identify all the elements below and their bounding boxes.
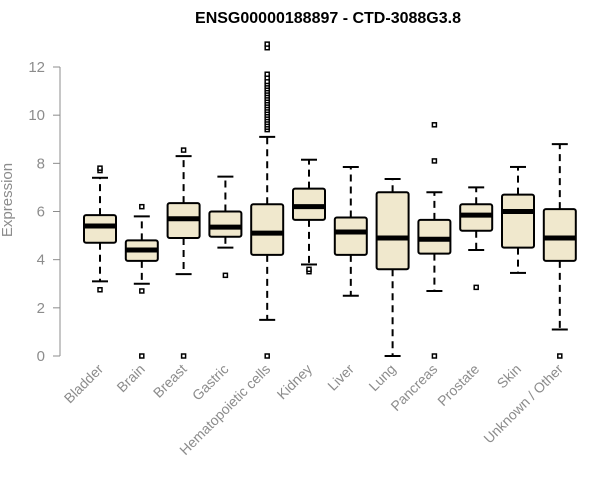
box-unknown-other — [542, 143, 577, 359]
x-tick-label: Kidney — [274, 361, 316, 403]
box-gastric — [208, 175, 243, 279]
box-pancreas — [417, 122, 452, 359]
box-iqr — [501, 193, 535, 249]
outlier-point — [180, 147, 187, 153]
x-tick-label: Breast — [150, 361, 190, 401]
outlier-point — [306, 266, 312, 273]
outlier-point — [431, 122, 438, 128]
x-tick-label: Bladder — [61, 361, 107, 407]
box-iqr — [250, 203, 285, 256]
x-tick-label: Skin — [494, 361, 525, 392]
outlier-point — [264, 41, 270, 47]
box-iqr — [375, 191, 410, 271]
box-hematopoietic-cells — [250, 41, 285, 359]
box-lung — [375, 177, 410, 357]
y-tick-label: 8 — [37, 155, 45, 172]
y-tick-label: 10 — [28, 107, 45, 124]
boxes — [83, 41, 577, 359]
y-tick-label: 2 — [37, 300, 45, 317]
outlier-point — [139, 203, 145, 210]
y-tick-label: 0 — [37, 348, 45, 365]
x-tick-label: Unknown / Other — [480, 361, 566, 447]
outlier-point — [264, 353, 270, 359]
box-brain — [124, 203, 159, 359]
y-axis: 0 2 4 6 8 10 12 — [28, 59, 61, 365]
box-iqr — [333, 216, 368, 256]
outlier-point — [97, 287, 103, 293]
box-prostate — [459, 186, 494, 291]
chart-title: ENSG00000188897 - CTD-3088G3.8 — [195, 10, 461, 27]
y-tick-label: 6 — [37, 204, 45, 221]
outlier-point — [180, 353, 187, 359]
y-tick-label: 12 — [28, 59, 45, 76]
x-tick-label: Lung — [365, 361, 398, 394]
outlier-point — [431, 353, 438, 359]
outlier-point — [264, 71, 270, 77]
x-tick-label: Prostate — [434, 361, 482, 409]
outlier-point — [473, 284, 479, 291]
outlier-point — [557, 353, 563, 359]
box-bladder — [83, 165, 117, 293]
x-tick-label: Brain — [113, 361, 147, 395]
y-axis-label: Expression — [0, 163, 16, 237]
y-tick-label: 4 — [37, 252, 45, 269]
box-liver — [333, 165, 368, 297]
box-iqr — [83, 214, 117, 244]
outlier-point — [222, 272, 229, 279]
outlier-point — [431, 158, 438, 164]
outlier-point — [139, 353, 145, 359]
box-breast — [166, 147, 201, 359]
outlier-point — [139, 288, 145, 294]
outlier-point — [97, 165, 103, 171]
x-tick-label: Liver — [324, 361, 357, 394]
box-iqr — [208, 210, 243, 238]
box-kidney — [292, 158, 326, 275]
box-iqr — [542, 208, 577, 262]
box-skin — [501, 165, 535, 274]
